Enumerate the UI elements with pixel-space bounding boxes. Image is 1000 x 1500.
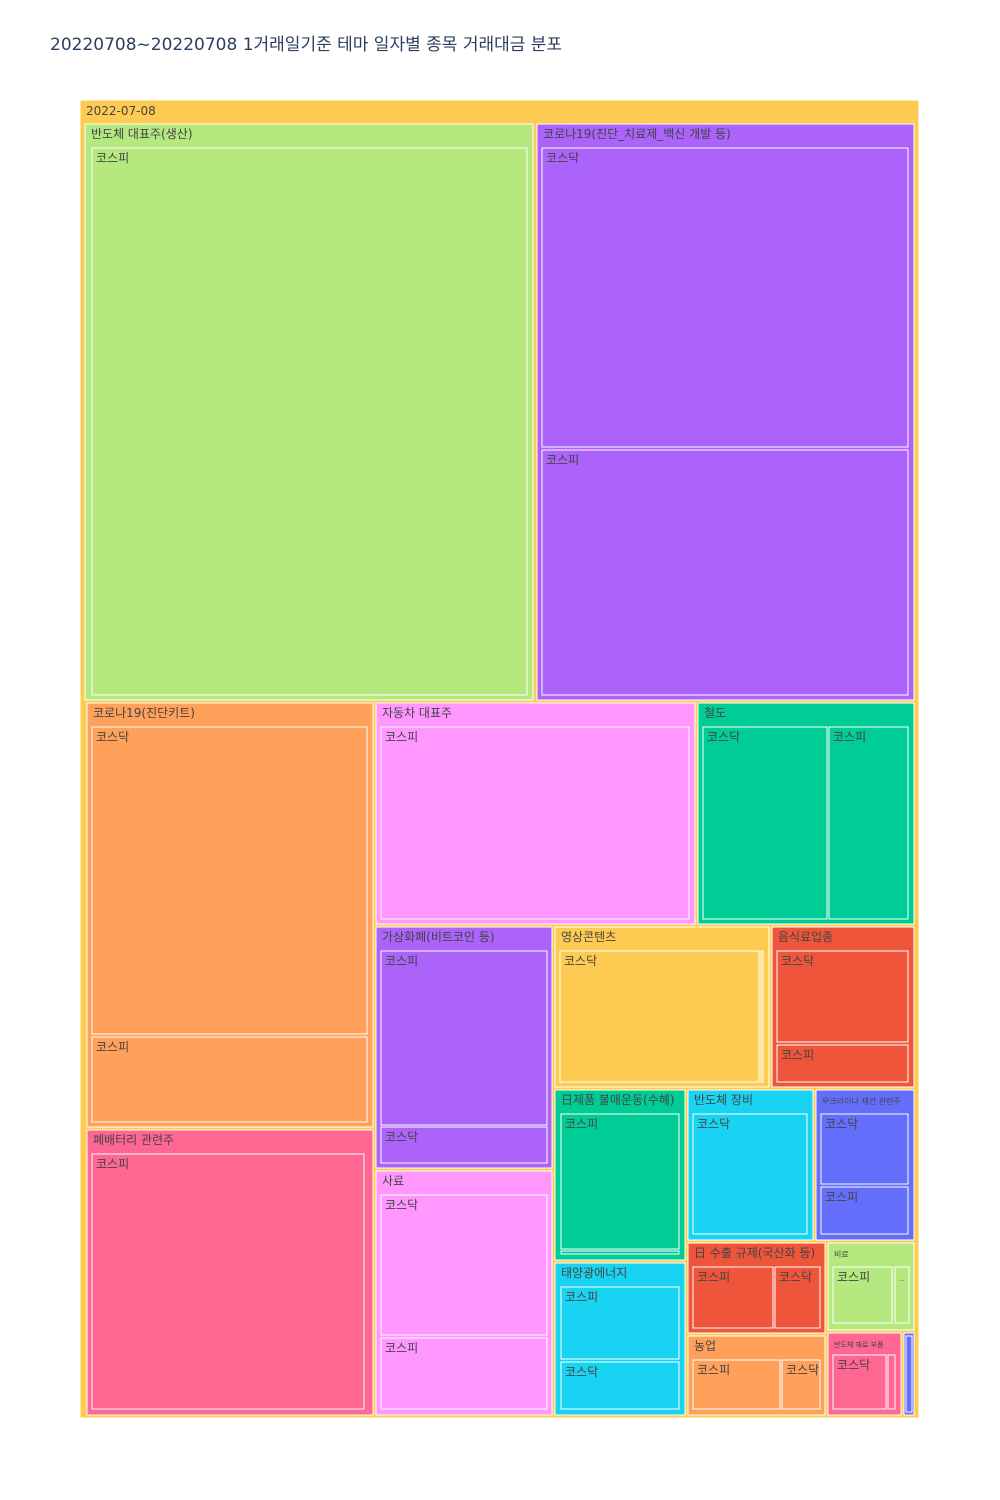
- market-tile[interactable]: [820, 1113, 909, 1185]
- theme-label: 코로나19(진단키트): [93, 706, 195, 720]
- market-tile[interactable]: [560, 1250, 680, 1255]
- market-label: 코스닥: [96, 730, 129, 744]
- treemap-root-label: 2022-07-08: [86, 104, 156, 118]
- market-tile[interactable]: [91, 1036, 368, 1123]
- market-label: 코스피: [96, 1040, 129, 1054]
- market-label: 코스닥: [786, 1363, 819, 1377]
- market-tile[interactable]: [774, 1266, 821, 1329]
- theme-label: 가상화폐(비트코인 등): [382, 930, 495, 944]
- theme-label: 반도체 재료 부품: [834, 1340, 884, 1349]
- market-label: ...: [899, 1276, 905, 1283]
- market-tile[interactable]: [380, 726, 690, 920]
- market-label: 코스피: [546, 453, 579, 467]
- market-tile[interactable]: [91, 147, 528, 696]
- market-label: 코스닥: [779, 1270, 812, 1284]
- market-tile[interactable]: [781, 1359, 821, 1410]
- market-label: 코스피: [385, 954, 418, 968]
- market-label: 코스닥: [385, 1198, 418, 1212]
- market-label: 코스피: [565, 1290, 598, 1304]
- market-label: 코스피: [837, 1270, 870, 1284]
- theme-label: 철도: [704, 706, 726, 720]
- market-label: 코스닥: [837, 1358, 870, 1372]
- market-tile[interactable]: [560, 1113, 680, 1250]
- market-tile[interactable]: [887, 1354, 896, 1410]
- market-label: 코스피: [385, 1341, 418, 1355]
- market-tile[interactable]: [776, 1044, 909, 1083]
- market-tile[interactable]: [541, 449, 909, 696]
- market-label: 코스피: [565, 1117, 598, 1131]
- market-tile[interactable]: [894, 1266, 910, 1324]
- theme-label: 日제품 불매운동(수혜): [561, 1093, 675, 1107]
- market-label: 코스피: [385, 730, 418, 744]
- market-label: 코스닥: [697, 1117, 730, 1131]
- market-tile[interactable]: [380, 1126, 548, 1164]
- theme-label: 영상콘텐츠: [561, 930, 616, 944]
- market-label: 코스닥: [825, 1117, 858, 1131]
- market-tile[interactable]: [380, 1194, 548, 1336]
- market-tile[interactable]: [91, 726, 368, 1035]
- market-label: 코스닥: [781, 954, 814, 968]
- market-label: 코스피: [697, 1270, 730, 1284]
- market-tile[interactable]: [541, 147, 909, 448]
- market-tile[interactable]: [905, 1335, 913, 1413]
- market-label: 코스피: [781, 1048, 814, 1062]
- market-tile[interactable]: [776, 950, 909, 1043]
- theme-label: 태양광에너지: [561, 1266, 627, 1280]
- market-label: 코스피: [833, 730, 866, 744]
- market-tile[interactable]: [832, 1266, 893, 1324]
- theme-label: 우크라이나 재건 관련주: [822, 1096, 901, 1106]
- theme-label: 농업: [694, 1339, 716, 1353]
- market-tile[interactable]: [560, 1286, 680, 1360]
- market-label: 코스피: [96, 151, 129, 165]
- theme-label: 사료: [382, 1174, 404, 1188]
- market-label: 코스닥: [385, 1130, 418, 1144]
- theme-label: 폐배터리 관련주: [93, 1133, 174, 1147]
- market-label: 코스닥: [565, 1365, 598, 1379]
- market-tile[interactable]: [380, 1337, 548, 1410]
- market-label: 코스닥: [564, 954, 597, 968]
- market-tile[interactable]: [820, 1186, 909, 1235]
- theme-label: 자동차 대표주: [382, 706, 452, 720]
- theme-label: 반도체 장비: [694, 1093, 753, 1107]
- market-tile[interactable]: [692, 1266, 774, 1329]
- market-label: 코스피: [825, 1190, 858, 1204]
- market-tile[interactable]: [692, 1113, 808, 1235]
- market-tile[interactable]: [832, 1354, 887, 1410]
- market-tile[interactable]: [828, 726, 909, 920]
- market-tile[interactable]: [692, 1359, 781, 1410]
- theme-label: 코로나19(진단_치료제_백신 개발 등): [543, 127, 731, 141]
- market-tile[interactable]: [559, 950, 760, 1083]
- market-label: 코스피: [697, 1363, 730, 1377]
- market-tile[interactable]: [702, 726, 828, 920]
- theme-label: 반도체 대표주(생산): [91, 127, 193, 141]
- market-tile[interactable]: [560, 1361, 680, 1410]
- market-label: 코스피: [96, 1157, 129, 1171]
- market-tile[interactable]: [760, 950, 764, 1083]
- market-tile[interactable]: [91, 1153, 365, 1410]
- theme-label: 日 수출 규제(국산화 등): [694, 1246, 815, 1260]
- theme-label: 음식료업종: [778, 930, 833, 944]
- theme-label: 비료: [834, 1250, 849, 1259]
- chart-title: 20220708~20220708 1거래일기준 테마 일자별 종목 거래대금 …: [50, 35, 563, 55]
- market-tile[interactable]: [380, 950, 548, 1126]
- market-label: 코스닥: [707, 730, 740, 744]
- market-label: 코스닥: [546, 151, 579, 165]
